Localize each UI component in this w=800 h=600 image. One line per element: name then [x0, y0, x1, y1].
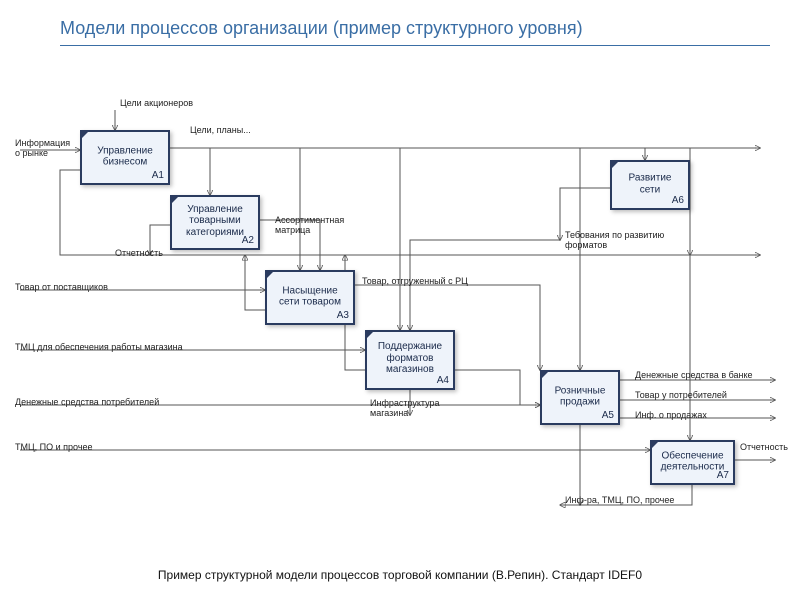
label-in1: Информацияо рынке — [15, 138, 70, 158]
node-A1: Управлениебизнесом A1 — [80, 130, 170, 185]
label-out1: Денежные средства в банке — [635, 370, 753, 380]
node-code: A4 — [437, 375, 449, 386]
page-title: Модели процессов организации (пример стр… — [60, 18, 770, 46]
label-in2: Товар от поставщиков — [15, 282, 108, 292]
node-code: A1 — [152, 170, 164, 181]
label-out2: Товар у потребителей — [635, 390, 727, 400]
node-A7: ОбеспечениедеятельностиA7 — [650, 440, 735, 485]
node-label: Розничныепродажи — [546, 385, 614, 408]
arrow-14 — [455, 370, 540, 405]
node-label: Управлениетоварнымикатегориями — [176, 204, 253, 239]
node-code: A5 — [602, 410, 614, 421]
label-e7: Инф-ра, ТМЦ, ПО, прочее — [565, 495, 674, 505]
label-e4: Товар, отгруженный с РЦ — [362, 276, 468, 286]
label-in4: Денежные средства потребителей — [15, 397, 159, 407]
node-A2: УправлениетоварнымикатегориямиA2 — [170, 195, 260, 250]
label-top1: Цели акционеров — [120, 98, 193, 108]
node-code: A2 — [242, 235, 254, 246]
node-A5: Розничныепродажи A5 — [540, 370, 620, 425]
node-code: A6 — [672, 195, 684, 206]
node-code: A7 — [717, 470, 729, 481]
node-label: Развитиесети — [616, 172, 684, 195]
node-A3: Насыщениесети товаром A3 — [265, 270, 355, 325]
node-label: Управлениебизнесом — [86, 145, 163, 168]
label-out3: Инф. о продажах — [635, 410, 707, 420]
label-e1: Цели, планы... — [190, 125, 251, 135]
node-label: Поддержаниеформатовмагазинов — [371, 341, 448, 376]
label-e5: Инфраструктурамагазина — [370, 398, 440, 418]
label-e3: Отчетность — [115, 248, 163, 258]
label-e2: Ассортиментнаяматрица — [275, 215, 344, 235]
label-out4: Отчетность — [740, 442, 788, 452]
label-in5: ТМЦ, ПО и прочее — [15, 442, 93, 452]
node-A6: РазвитиесетиA6 — [610, 160, 690, 210]
node-label: Насыщениесети товаром — [271, 285, 348, 308]
idef0-diagram: Управлениебизнесом A1 Управлениетоварнымик… — [20, 70, 780, 540]
caption: Пример структурной модели процессов торг… — [0, 568, 800, 582]
arrow-28 — [245, 255, 265, 310]
node-code: A3 — [337, 310, 349, 321]
label-e6: Тебования по развитиюформатов — [565, 230, 664, 250]
node-A4: ПоддержаниеформатовмагазиновA4 — [365, 330, 455, 390]
label-in3: ТМЦ для обеспечения работы магазина — [15, 342, 183, 352]
